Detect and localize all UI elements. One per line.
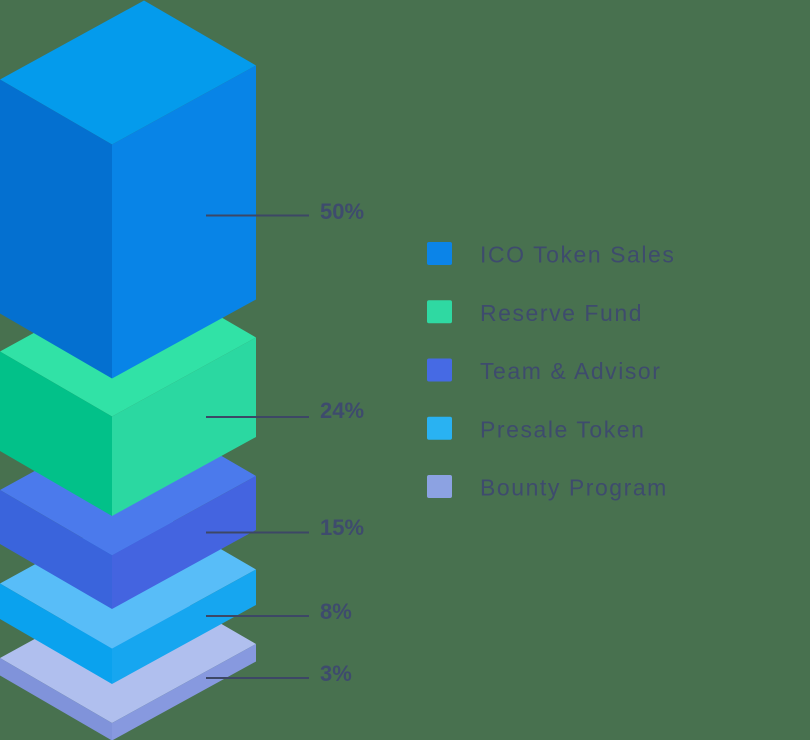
svg-text:3%: 3%: [320, 661, 352, 686]
svg-text:Presale Token: Presale Token: [480, 416, 645, 442]
svg-text:15%: 15%: [320, 515, 364, 540]
svg-text:ICO Token Sales: ICO Token Sales: [480, 242, 675, 268]
svg-text:50%: 50%: [320, 199, 364, 224]
svg-text:24%: 24%: [320, 398, 364, 423]
svg-text:8%: 8%: [320, 599, 352, 624]
svg-text:Bounty Program: Bounty Program: [480, 475, 668, 501]
svg-text:Team & Advisor: Team & Advisor: [480, 358, 662, 384]
svg-text:Reserve Fund: Reserve Fund: [480, 300, 643, 326]
